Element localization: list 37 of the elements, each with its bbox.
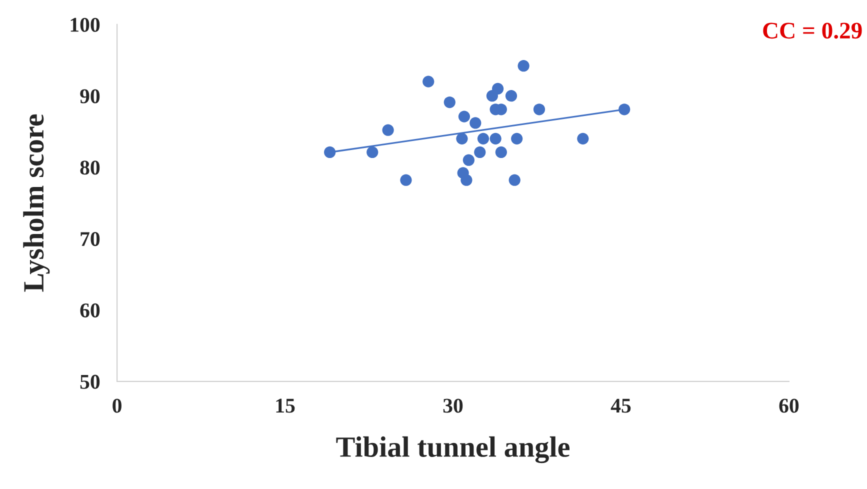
point [366,146,378,158]
point [577,132,589,144]
x-tick-label: 60 [779,398,799,413]
point [462,154,474,166]
point [477,132,490,144]
point [422,76,434,88]
x-tick-label: 45 [610,398,631,413]
y-tick-label: 70 [80,232,100,246]
point [618,104,630,116]
point [518,60,530,72]
point [460,174,472,186]
x-tick-label: 0 [112,398,122,413]
annotation: CC = 0.29 [763,22,862,39]
x-tick-label: 30 [443,398,463,413]
point [490,132,502,144]
point [324,146,336,158]
point [456,132,468,144]
point [492,82,504,95]
point [508,174,520,186]
point [505,90,518,102]
point [495,146,507,158]
y-axis-title: Lysholm score [23,114,50,292]
y-tick-label: 100 [70,18,100,32]
y-tick-label: 60 [80,303,100,318]
y-tick-label: 80 [80,160,100,175]
y-tick-label: 50 [80,374,100,389]
point [470,117,482,129]
point [458,110,470,122]
point [444,96,456,108]
x-axis-title: Tibial tunnel angle [336,436,570,464]
point [474,146,486,158]
point [511,132,523,144]
point [533,104,546,116]
point [382,124,394,136]
y-tick-label: 90 [80,89,100,104]
point [400,174,412,186]
x-tick-label: 15 [276,398,295,413]
